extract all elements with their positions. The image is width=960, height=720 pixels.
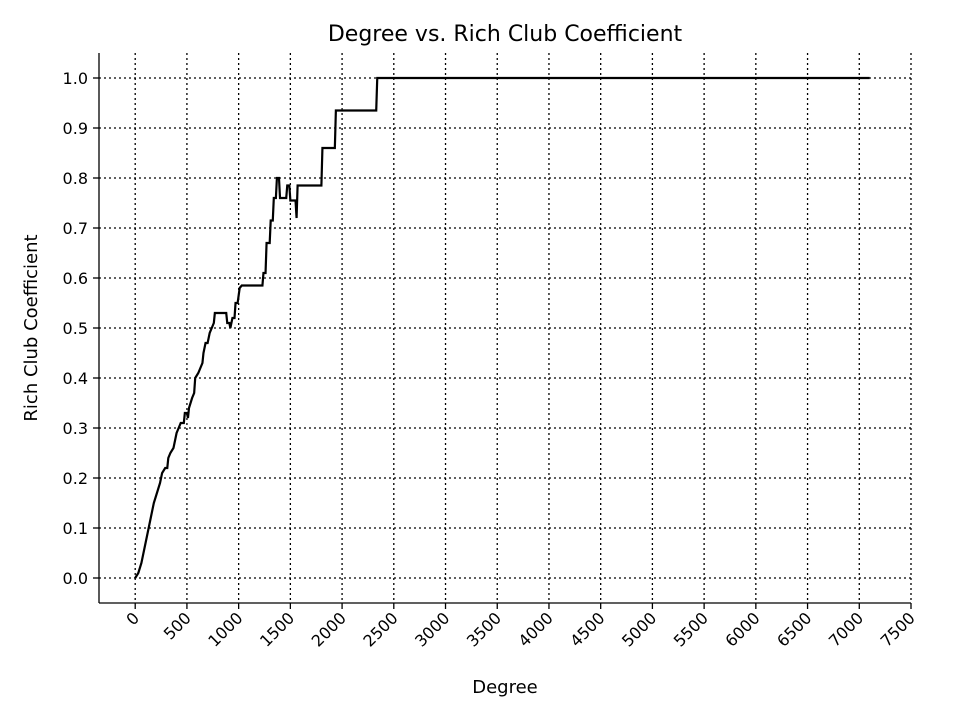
y-tick-label: 0.4: [63, 369, 88, 388]
x-tick-label: 1000: [204, 608, 246, 650]
x-tick-label: 5500: [670, 608, 712, 650]
grid: [99, 53, 912, 603]
x-tick-label: 500: [160, 608, 195, 643]
y-tick-label: 0.5: [63, 319, 88, 338]
x-tick-label: 4000: [515, 608, 557, 650]
y-axis-label: Rich Club Coefficient: [21, 234, 42, 421]
x-tick-label: 3000: [411, 608, 453, 650]
x-tick-label: 7000: [825, 608, 867, 650]
x-tick-label: 0: [122, 608, 143, 629]
y-tick-label: 0.8: [63, 169, 88, 188]
y-tick-label: 0.6: [63, 269, 88, 288]
y-tick-label: 0.3: [63, 419, 88, 438]
x-tick-label: 1500: [256, 608, 298, 650]
x-axis-ticks: 0 500 1000 1500 2000 2500 3000 3500 4000 4500 5000…: [122, 603, 919, 651]
x-tick-label: 2500: [359, 608, 401, 650]
x-axis-label: Degree: [472, 677, 538, 698]
x-tick-label: 6000: [721, 608, 763, 650]
series-line: [134, 76, 870, 579]
y-tick-label: 0.0: [63, 569, 88, 588]
series-group: [134, 76, 870, 579]
x-tick-label: 5000: [618, 608, 660, 650]
y-tick-label: 0.2: [63, 469, 88, 488]
x-tick-label: 6500: [773, 608, 815, 650]
y-tick-label: 0.9: [63, 119, 88, 138]
x-tick-label: 4500: [566, 608, 608, 650]
x-tick-label: 3500: [463, 608, 505, 650]
x-tick-label: 2000: [308, 608, 350, 650]
y-tick-label: 0.7: [63, 219, 88, 238]
chart-title: Degree vs. Rich Club Coefficient: [328, 22, 683, 47]
y-tick-label: 1.0: [63, 69, 88, 88]
x-tick-label: 7500: [877, 608, 919, 650]
y-tick-label: 0.1: [63, 519, 88, 538]
y-axis-ticks: 0.0 0.1 0.2 0.3 0.4 0.5 0.6 0.7 0.8 0.9 1.0: [63, 69, 99, 588]
